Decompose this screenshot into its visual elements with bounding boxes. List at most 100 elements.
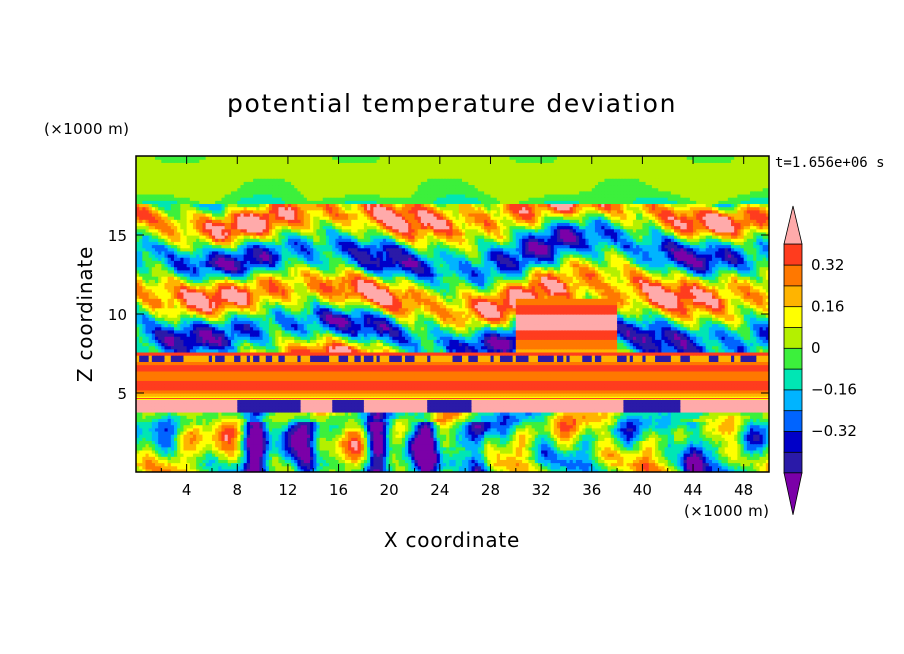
heatmap-cell	[278, 459, 283, 464]
heatmap-cell	[452, 459, 457, 464]
heatmap-cell	[297, 459, 302, 464]
heatmap-cell	[395, 459, 400, 464]
heatmap-cell	[173, 468, 178, 472]
heatmap-cell	[240, 465, 245, 470]
heatmap-cell	[173, 459, 178, 464]
heatmap-cell	[620, 465, 625, 470]
heatmap-cell	[563, 462, 568, 467]
heatmap-cell	[427, 462, 431, 467]
heatmap-cell	[544, 468, 549, 472]
heatmap-cell	[240, 468, 245, 472]
heatmap-cell	[474, 462, 479, 467]
heatmap-cell	[626, 465, 631, 470]
heatmap-cell	[553, 465, 558, 470]
heatmap-cell	[439, 462, 444, 467]
heatmap-cell	[136, 468, 140, 472]
heatmap-cell	[531, 468, 536, 472]
heatmap-cell	[765, 456, 769, 460]
heatmap-cell	[443, 468, 447, 472]
heatmap-cell	[439, 468, 444, 472]
heatmap-cell	[705, 465, 710, 470]
heatmap-cell	[560, 459, 564, 464]
heatmap-cell	[715, 465, 719, 470]
heatmap-cell	[471, 468, 476, 472]
heatmap-cell	[582, 465, 587, 470]
heatmap-cell	[528, 462, 533, 467]
heatmap-cell	[541, 465, 545, 470]
heatmap-cell	[357, 462, 362, 467]
heatmap-cell	[265, 462, 270, 467]
heatmap-cell	[642, 459, 647, 464]
y-axis-unit: (×1000 m)	[44, 120, 129, 138]
heatmap-cell	[655, 462, 659, 467]
heatmap-cell	[142, 465, 147, 470]
heatmap-cell	[319, 468, 324, 472]
heatmap-cell	[591, 456, 596, 460]
heatmap-cell	[566, 468, 571, 472]
heatmap-cell	[370, 456, 374, 460]
heatmap-cell	[433, 465, 438, 470]
heatmap-cell	[417, 456, 422, 460]
heatmap-cell	[145, 465, 150, 470]
heatmap-cell	[376, 468, 381, 472]
heatmap-cell	[183, 465, 188, 470]
heatmap-cell	[199, 468, 204, 472]
heatmap-cell	[639, 459, 644, 464]
heatmap-cell	[522, 462, 526, 467]
heatmap-cell	[145, 459, 150, 464]
heatmap-cell	[731, 459, 735, 464]
heatmap-cell	[670, 468, 675, 472]
heatmap-cell	[674, 465, 678, 470]
heatmap-cell	[566, 462, 571, 467]
heatmap-cell	[411, 468, 416, 472]
heatmap-cell	[655, 459, 659, 464]
heatmap-cell	[139, 462, 143, 467]
heatmap-cell	[306, 468, 311, 472]
heatmap-cell	[452, 465, 457, 470]
heatmap-cell	[221, 465, 226, 470]
heatmap-cell	[303, 462, 308, 467]
heatmap-cell	[632, 459, 637, 464]
heatmap-cell	[249, 459, 254, 464]
heatmap-cell	[740, 465, 745, 470]
heatmap-cell	[601, 462, 606, 467]
heatmap-cell	[284, 468, 289, 472]
heatmap-cell	[249, 462, 254, 467]
heatmap-cell	[525, 468, 530, 472]
heatmap-cell	[686, 456, 691, 460]
heatmap-cell	[405, 465, 409, 470]
heatmap-cell	[458, 468, 463, 472]
heatmap-cell	[319, 465, 324, 470]
heatmap-cell	[756, 465, 761, 470]
heatmap-cell	[503, 468, 507, 472]
heatmap-cell	[610, 468, 615, 472]
heatmap-cell	[613, 462, 618, 467]
heatmap-cell	[218, 462, 223, 467]
heatmap-cell	[465, 462, 469, 467]
heatmap-cell	[341, 468, 346, 472]
heatmap-cell	[522, 456, 526, 460]
heatmap-cell	[192, 456, 197, 460]
heatmap-cell	[332, 462, 336, 467]
heatmap-cell	[702, 465, 707, 470]
heatmap-cell	[718, 468, 723, 472]
heatmap-cell	[154, 465, 159, 470]
heatmap-cell	[351, 468, 355, 472]
heatmap-cell	[310, 456, 314, 460]
heatmap-cell	[348, 465, 352, 470]
heatmap-cell	[484, 465, 488, 470]
heatmap-cell	[724, 456, 729, 460]
heatmap-cell	[664, 459, 669, 464]
heatmap-cell	[151, 453, 156, 457]
heatmap-cell	[357, 465, 362, 470]
heatmap-cell	[136, 456, 140, 460]
heatmap-cell	[173, 456, 178, 460]
heatmap-cell	[677, 468, 681, 472]
heatmap-cell	[215, 468, 219, 472]
heatmap-cell	[164, 453, 169, 457]
heatmap-cell	[227, 462, 232, 467]
heatmap-cell	[329, 456, 333, 460]
heatmap-cell	[408, 459, 412, 464]
heatmap-cell	[518, 465, 523, 470]
heatmap-cell	[243, 468, 248, 472]
